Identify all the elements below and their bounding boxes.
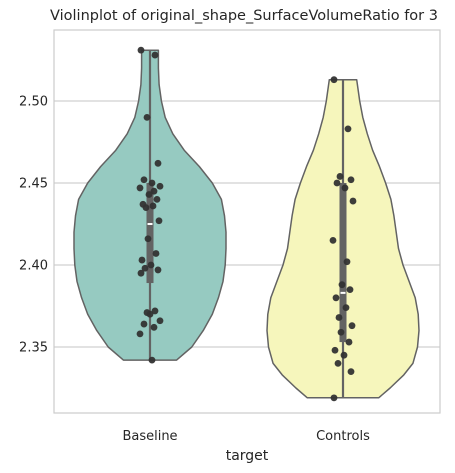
- data-point: [144, 235, 152, 243]
- data-point: [141, 264, 149, 272]
- data-point: [146, 310, 154, 318]
- x-tick-label: Baseline: [122, 429, 177, 444]
- data-point: [340, 351, 348, 359]
- data-point: [140, 320, 148, 328]
- data-point: [333, 179, 341, 187]
- data-point: [140, 176, 148, 184]
- x-axis-label: target: [226, 448, 269, 464]
- x-axis-ticks: Baseline Controls: [122, 429, 370, 444]
- iqr-box: [146, 183, 154, 284]
- data-point: [136, 330, 144, 338]
- data-point: [156, 317, 164, 325]
- x-tick-label: Controls: [316, 429, 370, 444]
- data-point: [150, 323, 158, 331]
- y-tick-label: 2.40: [19, 259, 48, 274]
- data-point: [153, 196, 161, 203]
- data-point: [149, 202, 157, 210]
- data-point: [349, 197, 357, 205]
- strip-points: [136, 46, 357, 402]
- data-point: [346, 286, 354, 293]
- data-point: [343, 258, 351, 266]
- data-point: [330, 76, 338, 84]
- data-point: [137, 269, 145, 277]
- data-point: [334, 360, 342, 367]
- data-point: [148, 356, 156, 364]
- data-point: [151, 51, 159, 59]
- data-point: [337, 328, 345, 336]
- data-point: [137, 46, 145, 54]
- data-point: [331, 346, 339, 354]
- data-point: [335, 314, 343, 321]
- data-point: [154, 159, 162, 167]
- data-point: [142, 204, 150, 212]
- data-point: [332, 294, 340, 302]
- violins: [73, 49, 420, 399]
- data-point: [341, 184, 349, 192]
- data-point: [154, 266, 162, 274]
- median-marker: [147, 223, 153, 225]
- data-point: [155, 217, 163, 225]
- data-point: [148, 179, 156, 187]
- data-point: [147, 261, 155, 269]
- data-point: [330, 394, 338, 402]
- data-point: [342, 304, 350, 312]
- data-point: [344, 125, 352, 133]
- y-tick-label: 2.50: [19, 95, 48, 110]
- plot-frame: [53, 29, 441, 414]
- data-point: [156, 182, 164, 190]
- data-point: [138, 256, 146, 264]
- iqr-box: [339, 183, 347, 343]
- data-point: [347, 368, 355, 375]
- data-point: [152, 250, 160, 257]
- data-point: [348, 322, 356, 330]
- data-point: [338, 281, 346, 289]
- y-tick-label: 2.45: [19, 177, 48, 192]
- data-point: [345, 338, 353, 346]
- data-point: [143, 114, 151, 121]
- data-point: [150, 187, 158, 195]
- data-point: [136, 184, 144, 192]
- median-marker: [340, 291, 346, 294]
- data-point: [336, 173, 344, 180]
- data-point: [145, 191, 153, 198]
- data-point: [347, 176, 355, 184]
- data-point: [329, 237, 337, 244]
- y-axis-ticks: 2.35 2.40 2.45 2.50: [19, 95, 48, 356]
- chart-title: Violinplot of original_shape_SurfaceVolu…: [50, 8, 438, 24]
- y-tick-label: 2.35: [19, 341, 48, 356]
- data-point: [151, 307, 159, 315]
